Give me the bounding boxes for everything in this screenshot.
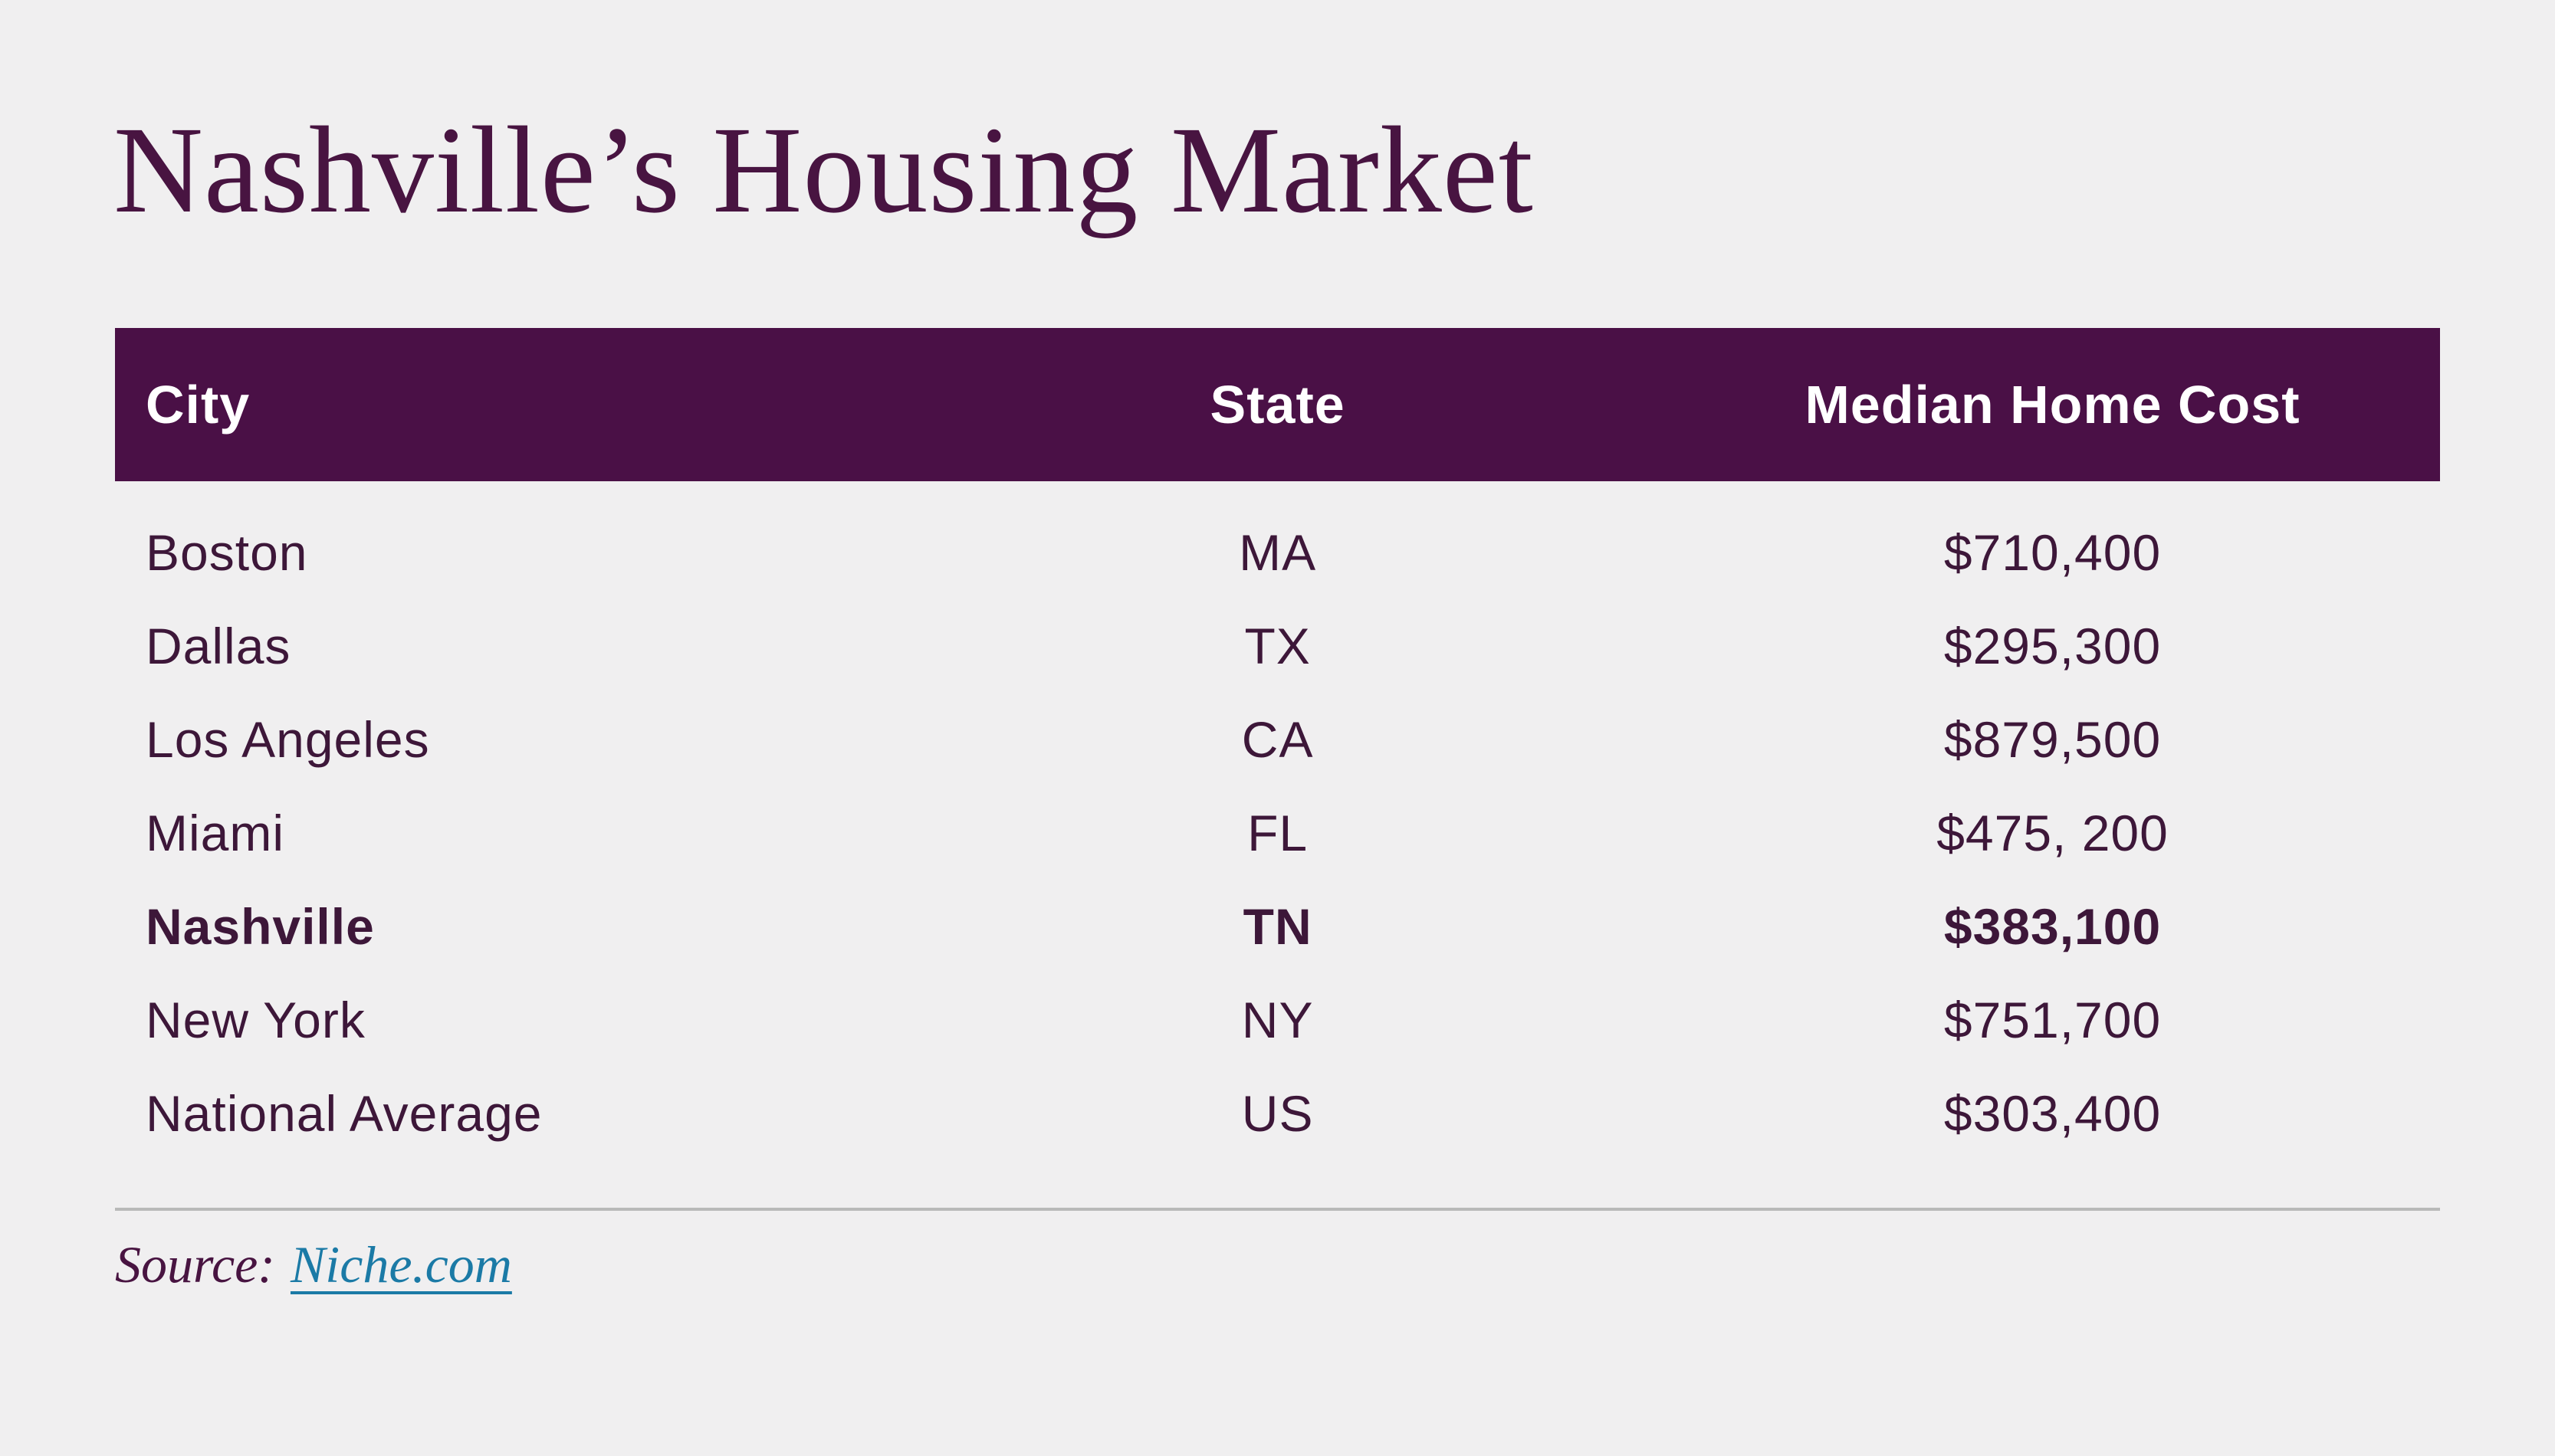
cell-city: Los Angeles bbox=[146, 711, 430, 768]
table-row: National Average US $303,400 bbox=[115, 1067, 2440, 1160]
header-cell-cost: Median Home Cost bbox=[1805, 375, 2300, 435]
source-line: Source: Niche.com bbox=[115, 1232, 512, 1297]
table-row: Dallas TX $295,300 bbox=[115, 599, 2440, 693]
housing-table: City State Median Home Cost Boston MA $7… bbox=[115, 328, 2440, 1160]
cell-cost: $751,700 bbox=[1943, 992, 2162, 1048]
cell-state: NY bbox=[1241, 992, 1314, 1048]
cell-cost: $295,300 bbox=[1943, 618, 2162, 674]
cell-city: Boston bbox=[146, 524, 308, 581]
cell-cost: $879,500 bbox=[1943, 711, 2162, 768]
cell-state: US bbox=[1241, 1085, 1314, 1142]
cell-state: TX bbox=[1244, 618, 1311, 674]
cell-state: MA bbox=[1239, 524, 1317, 581]
table-row: Miami FL $475, 200 bbox=[115, 786, 2440, 880]
header-cell-city: City bbox=[146, 375, 251, 435]
cell-state: CA bbox=[1241, 711, 1314, 768]
table-row: Boston MA $710,400 bbox=[115, 506, 2440, 599]
table-body: Boston MA $710,400 Dallas TX $295,300 Lo… bbox=[115, 481, 2440, 1160]
page-title: Nashville’s Housing Market bbox=[113, 102, 1534, 239]
source-link[interactable]: Niche.com bbox=[290, 1235, 512, 1294]
cell-cost: $710,400 bbox=[1943, 524, 2162, 581]
cell-city: National Average bbox=[146, 1085, 543, 1142]
table-row-nashville: Nashville TN $383,100 bbox=[115, 880, 2440, 973]
cell-city: Nashville bbox=[146, 898, 375, 955]
cell-state: TN bbox=[1243, 898, 1312, 955]
table-row: Los Angeles CA $879,500 bbox=[115, 693, 2440, 786]
table-header-row: City State Median Home Cost bbox=[115, 328, 2440, 481]
cell-cost: $475, 200 bbox=[1936, 805, 2169, 861]
cell-state: FL bbox=[1247, 805, 1309, 861]
cell-city: Dallas bbox=[146, 618, 291, 674]
cell-city: New York bbox=[146, 992, 366, 1048]
cell-cost: $383,100 bbox=[1943, 898, 2162, 955]
source-label: Source: bbox=[115, 1235, 275, 1294]
table-row: New York NY $751,700 bbox=[115, 973, 2440, 1067]
cell-city: Miami bbox=[146, 805, 284, 861]
header-cell-state: State bbox=[1210, 375, 1345, 435]
cell-cost: $303,400 bbox=[1943, 1085, 2162, 1142]
divider-line bbox=[115, 1208, 2440, 1211]
